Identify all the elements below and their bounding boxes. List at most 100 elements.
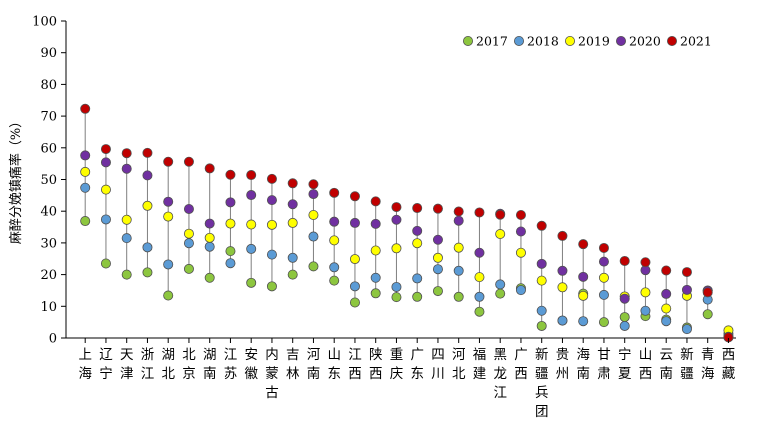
x-category-label: 青海	[701, 347, 715, 382]
data-point-2018	[495, 279, 506, 290]
data-point-2021	[432, 203, 443, 214]
data-point-2020	[474, 247, 485, 258]
x-category-label: 江苏	[224, 347, 238, 382]
data-point-2019	[578, 290, 589, 301]
data-point-2017	[412, 291, 423, 302]
data-point-2020	[619, 293, 630, 304]
x-category-label: 河南	[307, 347, 321, 382]
legend-label-2018: 2018	[527, 34, 559, 49]
legend-label-2019: 2019	[578, 34, 610, 49]
data-point-2017	[453, 291, 464, 302]
data-point-2018	[640, 305, 651, 316]
data-point-2019	[163, 211, 174, 222]
data-point-2021	[474, 207, 485, 218]
data-point-2018	[349, 281, 360, 292]
data-point-2020	[80, 150, 91, 161]
data-point-2017	[308, 261, 319, 272]
data-point-2017	[432, 286, 443, 297]
data-point-2019	[370, 245, 381, 256]
data-point-2019	[287, 217, 298, 228]
data-point-2021	[183, 156, 194, 167]
data-point-2018	[619, 320, 630, 331]
data-point-2018	[246, 243, 257, 254]
data-point-2021	[515, 210, 526, 221]
data-point-2020	[681, 284, 692, 295]
data-point-2019	[246, 219, 257, 230]
data-point-2017	[598, 317, 609, 328]
data-point-2018	[453, 265, 464, 276]
data-points	[80, 103, 734, 343]
data-point-2019	[204, 232, 215, 243]
data-point-2021	[702, 287, 713, 298]
x-category-label: 福建	[473, 347, 487, 382]
data-point-2019	[266, 219, 277, 230]
data-point-2018	[163, 259, 174, 270]
data-point-2017	[80, 216, 91, 227]
data-point-2019	[536, 275, 547, 286]
data-point-2019	[640, 287, 651, 298]
data-point-2019	[308, 210, 319, 221]
data-point-2019	[80, 166, 91, 177]
data-point-2018	[474, 291, 485, 302]
legend-marker-2019	[565, 36, 576, 47]
data-point-2017	[100, 258, 111, 269]
data-point-2021	[204, 163, 215, 174]
x-category-label: 湖南	[203, 347, 217, 382]
data-point-2018	[557, 315, 568, 326]
x-category-label: 贵州	[556, 347, 570, 382]
data-point-2021	[246, 170, 257, 181]
legend-label-2017: 2017	[476, 34, 508, 49]
data-point-2021	[640, 257, 651, 268]
data-point-2020	[578, 271, 589, 282]
y-axis-label-group: 麻醉分娩镇痛率（%）	[8, 115, 24, 244]
x-category-label: 湖北	[161, 347, 175, 382]
data-point-2020	[453, 215, 464, 226]
data-point-2021	[370, 196, 381, 207]
y-tick-label: 90	[40, 46, 57, 61]
data-point-2021	[100, 144, 111, 155]
y-tick-label: 0	[49, 332, 57, 347]
data-point-2020	[225, 197, 236, 208]
data-point-2021	[681, 267, 692, 278]
x-category-label: 上海	[78, 347, 92, 382]
y-tick-label: 60	[40, 141, 57, 156]
data-point-2020	[536, 258, 547, 269]
data-point-2020	[391, 214, 402, 225]
data-point-2017	[329, 275, 340, 286]
data-point-2018	[308, 231, 319, 242]
x-category-label: 吉林	[286, 347, 300, 382]
data-point-2021	[308, 179, 319, 190]
data-point-2021	[598, 242, 609, 253]
y-tick-label: 50	[40, 173, 57, 188]
x-category-label: 广西	[514, 347, 528, 382]
x-category-label: 浙江	[141, 347, 155, 382]
data-point-2020	[432, 234, 443, 245]
data-point-2020	[412, 225, 423, 236]
data-point-2020	[598, 256, 609, 267]
data-point-2018	[121, 233, 132, 244]
data-point-2019	[495, 229, 506, 240]
data-point-2021	[412, 203, 423, 214]
data-point-2017	[495, 288, 506, 299]
data-point-2019	[121, 214, 132, 225]
legend-marker-2021	[667, 36, 678, 47]
x-category-label: 山西	[639, 347, 653, 382]
data-point-2018	[266, 249, 277, 260]
data-point-2019	[432, 252, 443, 263]
data-point-2019	[661, 303, 672, 314]
data-point-2020	[142, 170, 153, 181]
data-point-2017	[349, 297, 360, 308]
y-tick-label: 40	[40, 205, 57, 220]
data-point-2017	[370, 288, 381, 299]
data-point-2017	[702, 309, 713, 320]
x-category-label: 江西	[348, 347, 362, 382]
data-point-2018	[370, 272, 381, 283]
data-point-2021	[266, 173, 277, 184]
data-point-2020	[308, 189, 319, 200]
legend-label-2021: 2021	[680, 34, 712, 49]
data-point-2021	[163, 156, 174, 167]
x-category-label: 天津	[120, 347, 134, 382]
axes	[65, 21, 736, 339]
data-point-2017	[474, 306, 485, 317]
data-point-2020	[329, 216, 340, 227]
